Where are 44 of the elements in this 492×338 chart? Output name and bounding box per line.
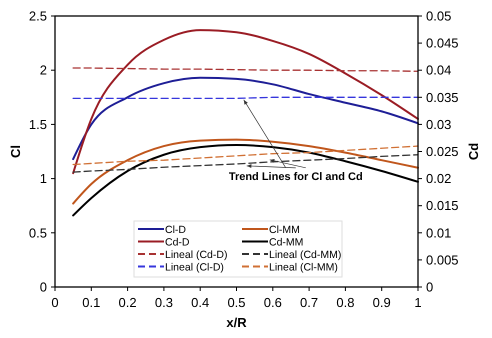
annotation: Trend Lines for Cl and Cd — [228, 170, 363, 183]
line-series — [72, 76, 419, 160]
legend-label: Cl-MM — [269, 224, 300, 236]
y-tick-label: 0.5 — [28, 225, 47, 240]
legend-label: Cd-MM — [269, 236, 304, 248]
x-tick-label: 0.6 — [264, 295, 282, 310]
x-tick-label: 0.2 — [118, 295, 137, 310]
legend-label: Cl-D — [165, 224, 186, 236]
y2-tick-label: 0 — [426, 280, 434, 294]
y-tick-label: 2 — [40, 62, 47, 78]
x-tick-label: 0.4 — [191, 295, 210, 310]
x-axis-title: x/R — [226, 315, 248, 330]
legend-label: Lineal (Cd-MM) — [269, 249, 342, 261]
legend-label: Lineal (Cd-D) — [165, 249, 228, 261]
y2-tick-label: 0.025 — [426, 144, 459, 159]
y2-tick-label: 0.015 — [426, 198, 459, 214]
x-tick-label: 0.3 — [154, 295, 173, 310]
y2-tick-label: 0.005 — [426, 252, 459, 268]
y2-tick-label: 0.01 — [426, 225, 452, 240]
y-tick-label: 2.5 — [28, 8, 47, 24]
legend-label: Lineal (Cl-D) — [165, 262, 224, 274]
y-tick-label: 0 — [40, 280, 47, 294]
y-tick-label: 1 — [40, 171, 47, 186]
line-series — [72, 145, 419, 166]
y2-tick-label: 0.04 — [426, 62, 452, 78]
x-tick-label: 0.9 — [372, 295, 391, 310]
y2-tick-label: 0.03 — [426, 116, 452, 132]
y-tick-label: 1.5 — [28, 116, 47, 132]
y2-tick-label: 0.045 — [426, 36, 459, 51]
y2-tick-label: 0.05 — [426, 8, 452, 24]
line-series — [72, 154, 419, 173]
y2-axis-title: Cd — [466, 142, 481, 160]
legend-label: Cd-D — [165, 236, 190, 248]
x-tick-label: 1 — [414, 295, 422, 310]
y2-tick-label: 0.02 — [426, 171, 452, 186]
y-axis-title: Cl — [8, 145, 23, 158]
x-tick-label: 0 — [51, 295, 59, 310]
x-tick-label: 0.5 — [227, 295, 246, 310]
x-tick-label: 0.1 — [82, 295, 100, 310]
x-tick-label: 0.7 — [300, 295, 318, 310]
x-tick-label: 0.8 — [336, 295, 354, 310]
y2-tick-label: 0.035 — [426, 90, 459, 105]
line-series — [72, 138, 419, 205]
legend-label: Lineal (Cl-MM) — [269, 262, 338, 274]
